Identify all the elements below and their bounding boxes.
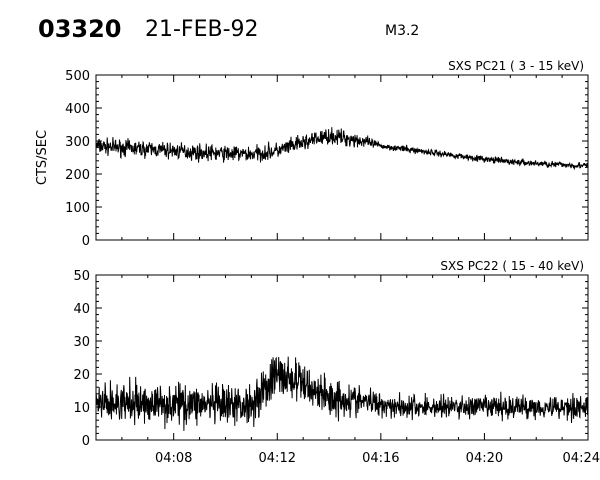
x-tick-label: 04:08 <box>155 451 192 466</box>
y-tick-label: 500 <box>65 69 90 84</box>
plot-frame <box>95 74 589 241</box>
y-tick-label: 400 <box>65 102 90 117</box>
plot-frame <box>95 274 589 441</box>
y-tick-label: 200 <box>65 168 90 183</box>
y-tick-label: 30 <box>73 335 90 350</box>
y-axis-label: CTS/SEC <box>35 130 50 185</box>
series-line <box>95 127 589 171</box>
series-line <box>95 356 589 431</box>
y-tick-label: 10 <box>73 401 90 416</box>
panel-pc22: SXS PC22 ( 15 - 40 keV) 0 10 20 30 40 50 04:08 0… <box>73 259 600 466</box>
x-tick-label: 04:12 <box>259 451 296 466</box>
y-tick-label: 0 <box>82 234 90 249</box>
x-tick-label: 04:24 <box>563 451 600 466</box>
panel-pc21: SXS PC21 ( 3 - 15 keV) 0 100 200 300 400 500 CT… <box>35 59 589 249</box>
x-tick-label: 04:20 <box>466 451 503 466</box>
y-tick-label: 300 <box>65 135 90 150</box>
y-tick-label: 40 <box>73 302 90 317</box>
y-tick-label: 0 <box>82 434 90 449</box>
panel-title: SXS PC21 ( 3 - 15 keV) <box>448 59 584 73</box>
y-tick-label: 20 <box>73 368 90 383</box>
panel-title: SXS PC22 ( 15 - 40 keV) <box>440 259 584 273</box>
y-tick-label: 50 <box>73 269 90 284</box>
y-tick-label: 100 <box>65 201 90 216</box>
x-tick-label: 04:16 <box>362 451 399 466</box>
